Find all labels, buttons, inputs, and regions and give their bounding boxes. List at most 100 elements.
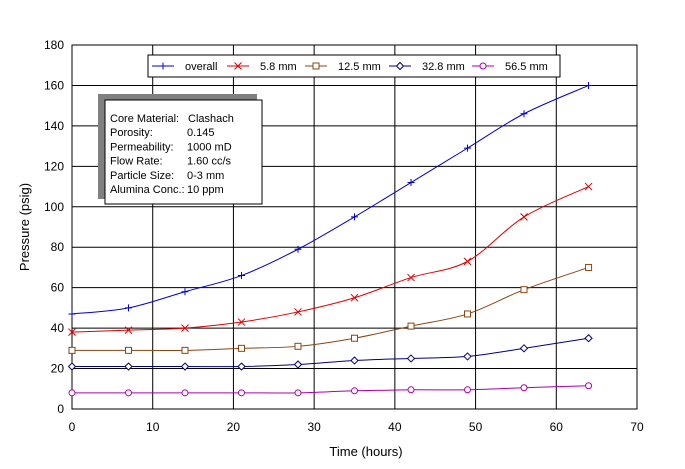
data-point	[350, 293, 359, 302]
data-point	[238, 389, 245, 397]
info-value: 1000 mD	[187, 141, 232, 153]
info-label: Core Material:	[110, 113, 179, 125]
legend-label: 32.8 mm	[422, 61, 465, 73]
legend-swatch-marker	[395, 61, 405, 71]
data-point	[124, 362, 133, 371]
info-value: 0.145	[187, 127, 215, 139]
legend-label: 5.8 mm	[260, 61, 297, 73]
y-tick-label: 100	[44, 200, 64, 214]
info-value: Clashach	[188, 113, 234, 125]
x-tick-label: 0	[69, 420, 76, 434]
data-point	[351, 387, 358, 395]
info-value: 1.60 cc/s	[187, 156, 232, 168]
y-tick-label: 40	[51, 321, 65, 335]
data-point	[181, 389, 189, 397]
data-point	[585, 263, 593, 271]
info-value: 0-3 mm	[187, 170, 224, 182]
data-point	[585, 382, 593, 390]
data-point	[294, 342, 302, 350]
series-overall	[68, 81, 593, 318]
data-point	[125, 389, 132, 397]
data-point	[238, 272, 245, 280]
data-point	[125, 346, 132, 354]
series-line	[71, 186, 589, 333]
info-label: Alumina Conc.:	[110, 184, 185, 196]
info-label: Particle Size:	[110, 170, 174, 182]
y-axis-label: Pressure (psig)	[17, 183, 32, 271]
data-point	[407, 179, 415, 187]
series-line	[72, 266, 589, 352]
legend-swatch-marker	[234, 62, 242, 70]
legend-label: 56.5 mm	[505, 61, 548, 73]
data-point	[519, 344, 529, 353]
data-point	[68, 346, 76, 354]
data-point	[293, 360, 303, 369]
series-line	[72, 337, 589, 368]
data-point	[585, 81, 593, 89]
legend-swatch-marker	[159, 62, 167, 70]
x-axis-label: Time (hours)	[329, 444, 402, 459]
y-tick-label: 0	[57, 402, 64, 416]
data-point	[407, 273, 415, 282]
data-point	[181, 346, 189, 354]
data-point	[463, 257, 472, 266]
data-point	[520, 213, 528, 221]
plot-area-frame	[71, 44, 638, 410]
x-tick-label: 40	[388, 420, 402, 434]
y-axis-ticks: 0 20 40 60 80 100 120 140 160 180	[44, 38, 64, 416]
legend: overall 5.8 mm 12.5 mm 32.8 mm 56.5 mm	[147, 54, 561, 78]
legend-entry: overall	[152, 61, 217, 73]
y-tick-label: 20	[51, 362, 65, 376]
data-point	[294, 245, 302, 253]
data-point	[237, 362, 246, 371]
y-tick-label: 80	[51, 240, 65, 254]
data-point	[463, 352, 472, 361]
data-point	[464, 310, 471, 318]
x-tick-label: 30	[307, 420, 321, 434]
data-point	[406, 354, 416, 363]
x-tick-label: 70	[630, 420, 644, 434]
series-line	[71, 385, 589, 394]
data-point	[464, 144, 471, 152]
y-tick-label: 160	[44, 78, 64, 92]
data-point	[124, 326, 133, 334]
data-point	[125, 304, 132, 312]
data-point	[68, 389, 76, 397]
info-label: Porosity:	[110, 127, 153, 139]
data-point	[407, 386, 415, 394]
data-point	[294, 389, 302, 397]
info-box-panel	[104, 99, 263, 205]
data-point	[238, 344, 245, 352]
info-value: 10 ppm	[187, 184, 224, 196]
y-tick-label: 60	[51, 281, 65, 295]
x-axis-ticks: 0 10 20 30 40 50 60 70	[69, 420, 644, 434]
legend-entry: 5.8 mm	[227, 61, 297, 73]
data-point	[584, 182, 593, 191]
data-point	[237, 318, 246, 326]
legend-label: 12.5 mm	[338, 61, 381, 73]
y-tick-label: 140	[44, 119, 64, 133]
series-12-5-mm	[68, 263, 593, 354]
data-point	[520, 384, 528, 392]
data-point	[407, 322, 415, 330]
legend-swatch-marker	[479, 62, 487, 70]
data-point	[68, 310, 76, 318]
data-point	[67, 362, 77, 371]
x-tick-label: 10	[146, 420, 160, 434]
data-point	[181, 324, 189, 332]
series-56-5-mm	[68, 382, 593, 397]
x-tick-label: 50	[469, 420, 483, 434]
info-label: Permeability:	[110, 141, 174, 153]
data-point	[68, 328, 76, 337]
series-line	[71, 84, 589, 315]
data-point	[584, 334, 593, 343]
data-point	[350, 356, 359, 365]
legend-box	[147, 54, 561, 78]
legend-entry: 12.5 mm	[305, 61, 381, 73]
data-point	[180, 362, 190, 371]
legend-entry: 32.8 mm	[389, 61, 465, 73]
legend-label: overall	[185, 61, 217, 73]
data-point	[520, 286, 528, 294]
info-annotation-box: Core Material: Clashach Porosity: 0.145 Perm…	[98, 94, 263, 205]
